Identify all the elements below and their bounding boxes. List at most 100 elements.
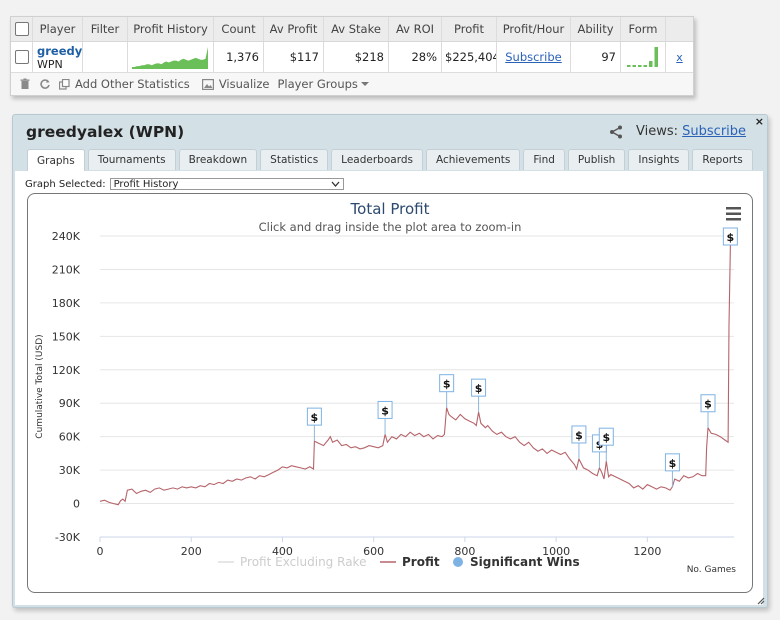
column-header-av-profit[interactable]: Av Profit [264, 17, 324, 41]
svg-text:Profit Excluding Rake: Profit Excluding Rake [240, 555, 366, 569]
significant-win-flag[interactable]: $ [664, 453, 680, 487]
form-bar [627, 65, 631, 67]
x-tick-label: 600 [363, 545, 384, 558]
profit-hour-subscribe-link[interactable]: Subscribe [505, 50, 562, 64]
column-header-av-roi[interactable]: Av ROI [389, 17, 442, 41]
filter-cell[interactable] [83, 42, 128, 72]
x-tick-label: 200 [181, 545, 202, 558]
svg-text:$: $ [443, 378, 451, 391]
views-label: Views: [636, 124, 679, 139]
graph-select-value: Profit History [113, 178, 179, 190]
y-tick-label: 90K [59, 397, 81, 410]
form-bar [632, 65, 636, 67]
tab-breakdown[interactable]: Breakdown [178, 149, 258, 170]
column-header-av-stake[interactable]: Av Stake [324, 17, 389, 41]
select-all-checkbox[interactable] [14, 22, 29, 36]
svg-text:$: $ [381, 404, 389, 417]
sparkline-area [131, 47, 208, 69]
y-tick-label: 60K [59, 431, 81, 444]
close-icon[interactable]: × [754, 115, 764, 128]
chart-container: Total Profit Click and drag inside the pl… [27, 193, 753, 593]
profit-chart[interactable]: Total Profit Click and drag inside the pl… [28, 194, 752, 592]
av-profit-cell: $117 [264, 42, 324, 72]
ability-cell: 97 [571, 42, 621, 72]
chart-subtitle: Click and drag inside the plot area to z… [259, 220, 522, 234]
count-cell: 1,376 [214, 42, 264, 72]
column-header-profit-history[interactable]: Profit History [128, 17, 214, 41]
column-header-ability[interactable]: Ability [571, 17, 621, 41]
legend-item-profit[interactable]: Profit [380, 555, 440, 569]
significant-win-flag[interactable]: $ [439, 374, 455, 408]
x-axis-label: No. Games [687, 565, 737, 575]
significant-win-flag[interactable]: $ [700, 394, 716, 428]
refresh-icon[interactable] [39, 78, 51, 90]
player-stats-table: Player Filter Profit History Count Av Pr… [10, 16, 694, 96]
column-header-filter[interactable]: Filter [83, 17, 128, 41]
form-bar [643, 65, 647, 67]
form-cell [621, 42, 666, 72]
column-header-form[interactable]: Form [621, 17, 666, 41]
picture-icon [201, 78, 214, 90]
player-groups-dropdown[interactable]: Player Groups [277, 77, 369, 91]
tab-reports[interactable]: Reports [692, 149, 753, 170]
share-icon[interactable] [609, 125, 623, 139]
trash-icon[interactable] [19, 78, 31, 90]
form-bar [638, 65, 642, 67]
tab-achievements[interactable]: Achievements [425, 149, 521, 170]
form-bar [649, 61, 653, 67]
row-checkbox[interactable] [14, 50, 29, 64]
tab-insights[interactable]: Insights [628, 149, 690, 170]
y-tick-label: 180K [52, 297, 81, 310]
visualize-button[interactable]: Visualize [201, 77, 270, 91]
significant-win-flag[interactable]: $ [571, 425, 587, 459]
profit-hour-cell: Subscribe [497, 42, 571, 72]
graph-selected-label: Graph Selected: [25, 178, 106, 190]
svg-text:Profit: Profit [402, 555, 440, 569]
x-tick-label: 800 [454, 545, 475, 558]
significant-win-flag[interactable]: $ [722, 227, 738, 246]
profit-history-sparkline [131, 47, 208, 69]
remove-cell: x [666, 42, 693, 72]
av-stake-cell: $218 [324, 42, 389, 72]
graph-selector-row: Graph Selected: Profit History [25, 178, 344, 190]
player-name-link[interactable]: greedyalex [37, 43, 83, 58]
column-header-profit-hour[interactable]: Profit/Hour [497, 17, 571, 41]
column-header-player[interactable]: Player [33, 17, 83, 41]
tab-leaderboards[interactable]: Leaderboards [331, 149, 423, 170]
tab-tournaments[interactable]: Tournaments [87, 149, 176, 170]
graphs-tab-content: Graph Selected: Profit History Total Pro… [15, 171, 763, 605]
add-other-statistics-button[interactable]: Add Other Statistics [59, 77, 190, 91]
tab-graphs[interactable]: Graphs [27, 149, 85, 171]
y-tick-label: 210K [52, 263, 81, 276]
tab-statistics[interactable]: Statistics [260, 149, 329, 170]
table-row: greedyalex WPN 1,376 $117 $218 28% $225,… [11, 42, 693, 73]
resize-grip-icon[interactable] [757, 597, 765, 605]
column-header-profit[interactable]: Profit [442, 17, 497, 41]
views-subscribe-link[interactable]: Subscribe [682, 124, 747, 139]
profit-series-line[interactable] [99, 244, 731, 506]
table-header-row: Player Filter Profit History Count Av Pr… [11, 17, 693, 42]
column-header-count[interactable]: Count [214, 17, 264, 41]
tab-publish[interactable]: Publish [567, 149, 626, 170]
profit-history-cell[interactable] [128, 42, 214, 72]
legend-item-significant-wins[interactable]: Significant Wins [453, 555, 580, 569]
significant-win-flag[interactable]: $ [306, 407, 322, 442]
svg-text:$: $ [602, 431, 610, 444]
significant-win-flag[interactable]: $ [471, 378, 487, 413]
chart-menu-icon[interactable] [726, 207, 741, 221]
graph-select-dropdown[interactable]: Profit History [109, 178, 344, 190]
x-tick-label: 0 [97, 545, 104, 558]
svg-text:$: $ [475, 382, 483, 395]
tab-find[interactable]: Find [523, 149, 565, 170]
add-other-statistics-label: Add Other Statistics [75, 77, 190, 91]
significant-win-flag[interactable]: $ [598, 427, 614, 462]
remove-player-link[interactable]: x [676, 50, 683, 64]
visualize-label: Visualize [218, 77, 270, 91]
x-tick-label: 1000 [542, 545, 570, 558]
select-all-checkbox-cell [11, 17, 33, 41]
profit-cell: $225,404 [442, 42, 497, 72]
legend-item-profit-excluding-rake[interactable]: Profit Excluding Rake [218, 555, 366, 569]
panel-title: greedyalex (WPN) [26, 123, 185, 141]
row-checkbox-cell [11, 42, 33, 72]
significant-win-flag[interactable]: $ [377, 400, 393, 435]
